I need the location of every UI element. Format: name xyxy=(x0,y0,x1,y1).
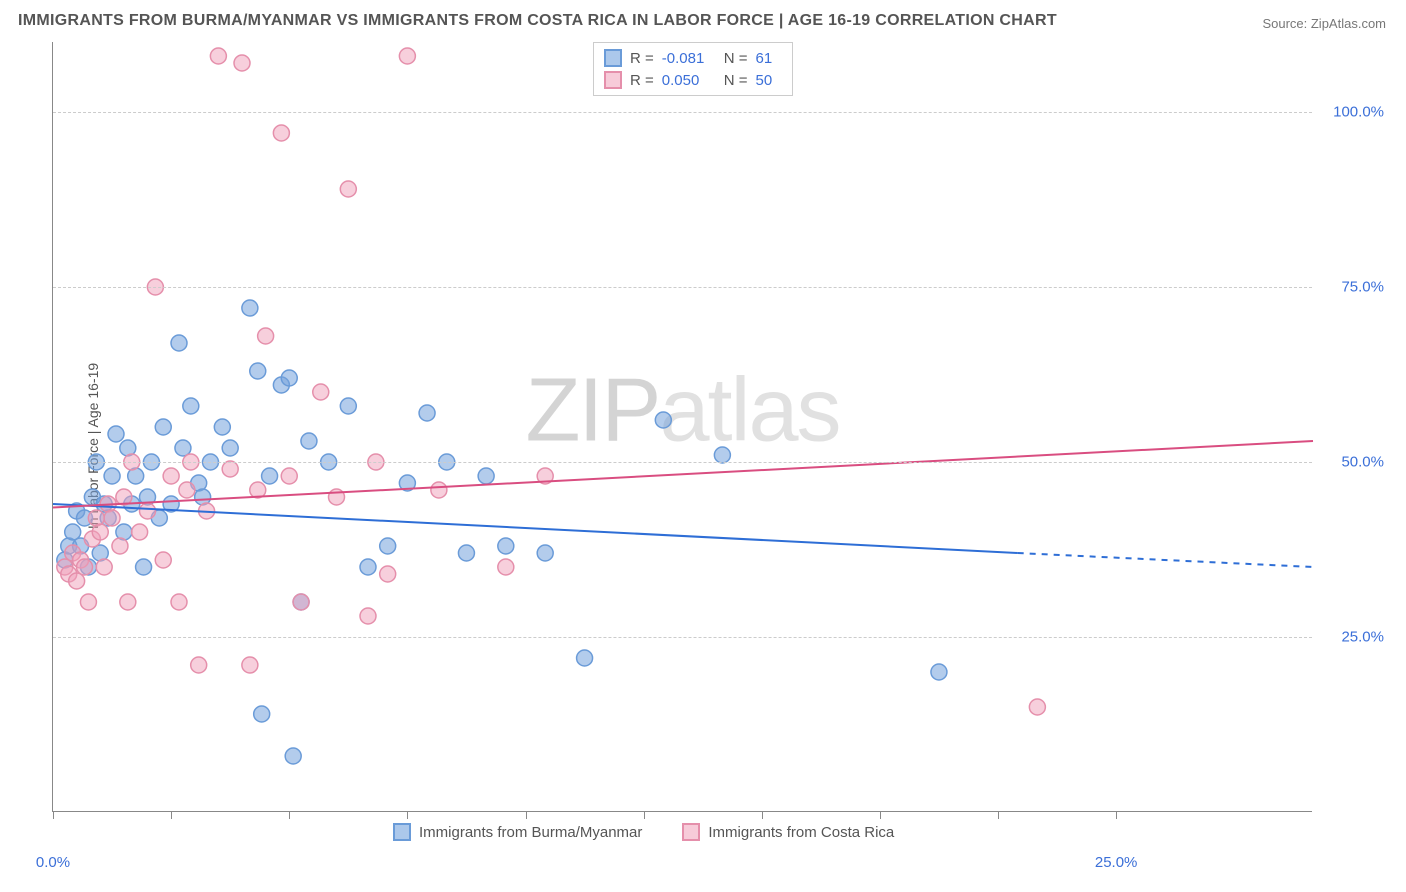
y-tick-label: 75.0% xyxy=(1324,279,1384,296)
y-tick-label: 50.0% xyxy=(1324,454,1384,471)
series-legend: Immigrants from Burma/Myanmar Immigrants… xyxy=(393,823,894,841)
correlation-chart: IMMIGRANTS FROM BURMA/MYANMAR VS IMMIGRA… xyxy=(10,10,1396,882)
scatter-svg xyxy=(53,42,1312,811)
y-tick-label: 25.0% xyxy=(1324,629,1384,646)
x-tick-label: 25.0% xyxy=(1095,854,1138,871)
legend-item-costarica: Immigrants from Costa Rica xyxy=(682,823,894,841)
source-attribution: Source: ZipAtlas.com xyxy=(1262,16,1386,31)
plot-area: ZIPatlas R = -0.081 N = 61 R = 0.050 N =… xyxy=(52,42,1312,812)
y-tick-label: 100.0% xyxy=(1324,104,1384,121)
chart-title: IMMIGRANTS FROM BURMA/MYANMAR VS IMMIGRA… xyxy=(18,12,1057,30)
swatch-pink-icon xyxy=(682,823,700,841)
swatch-blue-icon xyxy=(393,823,411,841)
legend-item-burma: Immigrants from Burma/Myanmar xyxy=(393,823,642,841)
x-tick-label: 0.0% xyxy=(36,854,70,871)
